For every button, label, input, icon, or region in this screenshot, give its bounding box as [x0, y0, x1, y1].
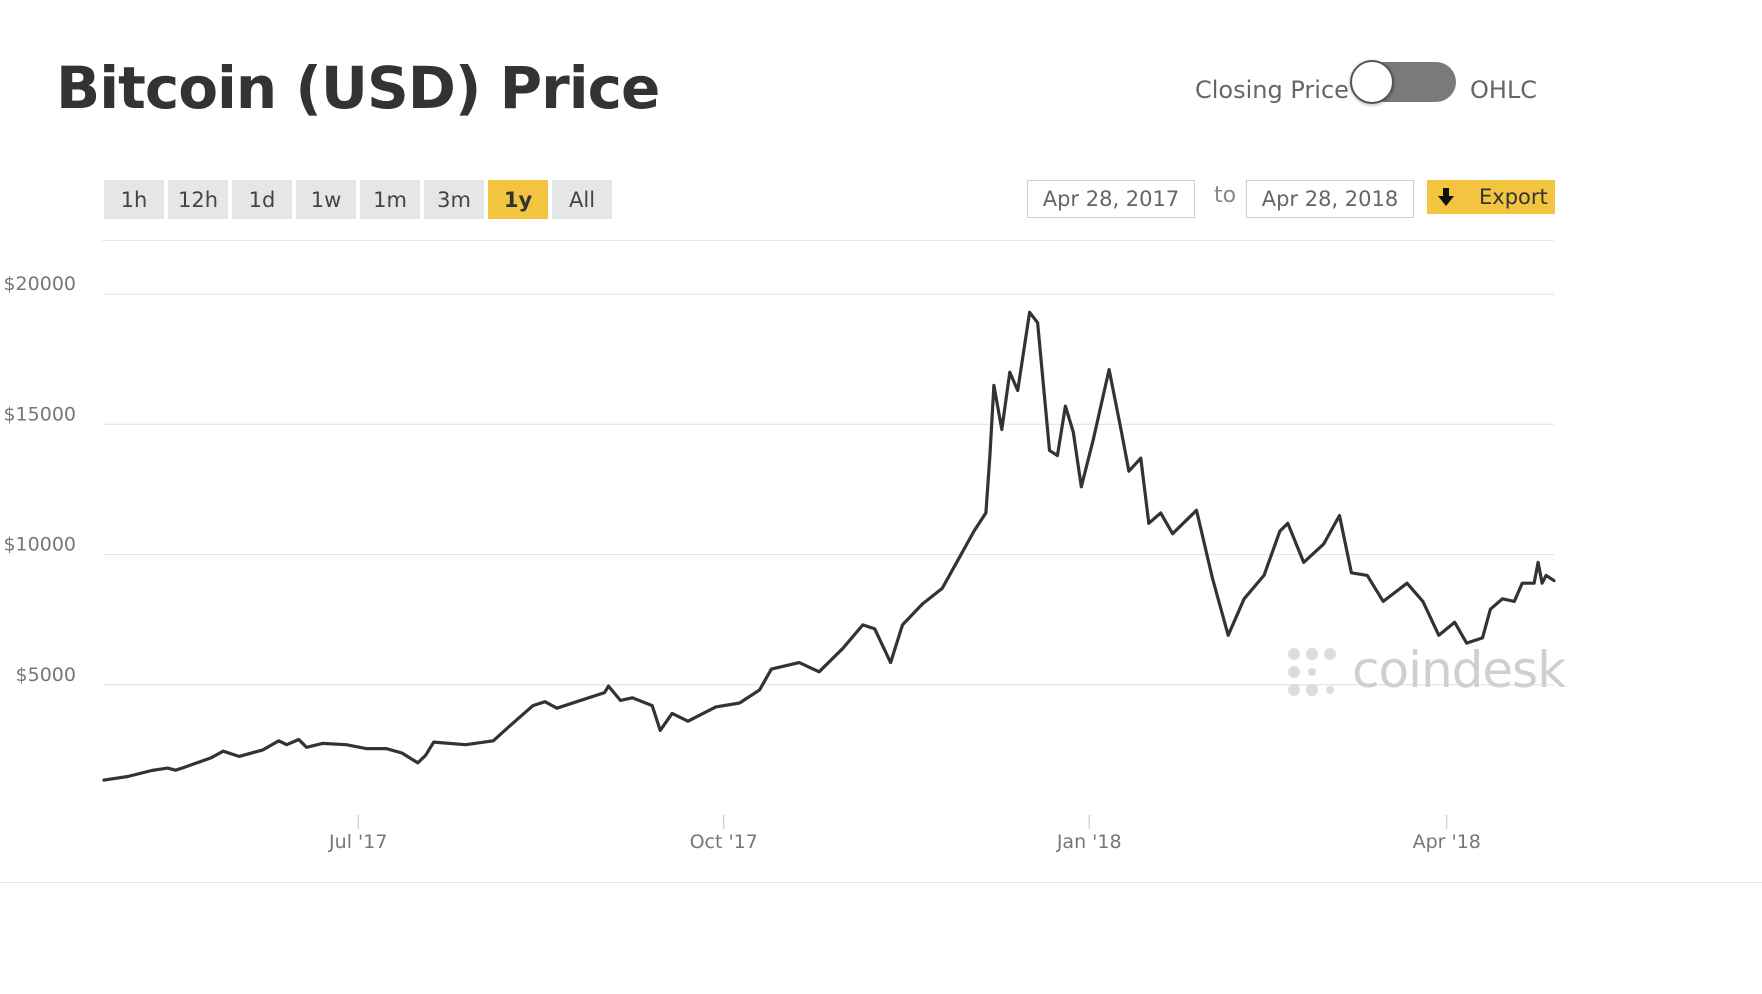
range-button-1w[interactable]: 1w: [296, 180, 357, 219]
range-button-1d[interactable]: 1d: [232, 180, 293, 219]
start-date-input[interactable]: Apr 28, 2017: [1027, 180, 1195, 218]
export-button[interactable]: Export: [1427, 180, 1555, 214]
export-label: Export: [1479, 185, 1548, 209]
range-button-group: 1h 12h 1d 1w 1m 3m 1y All: [104, 180, 613, 219]
y-tick-label: $20000: [3, 273, 76, 295]
end-date-input[interactable]: Apr 28, 2018: [1246, 180, 1414, 218]
y-tick-label: $10000: [3, 534, 76, 556]
date-range-to-label: to: [1214, 183, 1237, 208]
page-title: Bitcoin (USD) Price: [56, 54, 660, 122]
chart-bottom-border: [0, 882, 1762, 883]
coindesk-watermark: coindesk: [1286, 641, 1566, 702]
ohlc-label[interactable]: OHLC: [1470, 76, 1538, 104]
x-tick-label: Jan '18: [1056, 831, 1122, 853]
price-line: [102, 310, 1556, 782]
range-button-3m[interactable]: 3m: [424, 180, 485, 219]
y-tick-label: $5000: [16, 664, 76, 686]
toggle-knob: [1350, 60, 1394, 104]
range-button-1m[interactable]: 1m: [360, 180, 421, 219]
coindesk-logo-icon: [1288, 648, 1336, 696]
download-arrow-icon: [1431, 187, 1461, 207]
toolbar-divider: [102, 240, 1554, 241]
range-button-1h[interactable]: 1h: [104, 180, 164, 219]
range-button-1y[interactable]: 1y: [488, 180, 549, 219]
range-button-12h[interactable]: 12h: [168, 180, 229, 219]
x-tick-label: Jul '17: [328, 831, 387, 853]
closing-ohlc-toggle[interactable]: [1350, 60, 1456, 104]
x-tick-label: Apr '18: [1413, 831, 1481, 853]
x-tick-label: Oct '17: [690, 831, 758, 853]
coindesk-wordmark: coindesk: [1352, 641, 1566, 699]
y-tick-label: $15000: [3, 403, 76, 425]
closing-price-label[interactable]: Closing Price: [1195, 76, 1349, 104]
range-button-all[interactable]: All: [552, 180, 613, 219]
